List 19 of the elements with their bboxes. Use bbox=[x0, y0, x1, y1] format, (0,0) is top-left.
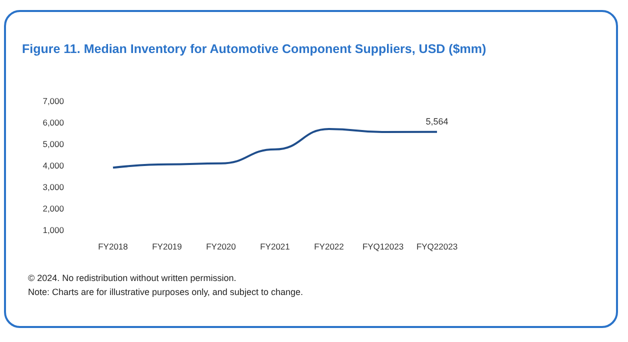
y-tick-label: 7,000 bbox=[42, 96, 64, 106]
y-tick-label: 2,000 bbox=[42, 204, 64, 214]
y-tick-label: 5,000 bbox=[42, 139, 64, 149]
x-tick-label: FY2019 bbox=[152, 242, 182, 252]
y-tick-label: 4,000 bbox=[42, 160, 64, 170]
x-tick-label: FY2020 bbox=[206, 242, 236, 252]
x-tick-label: FYQ12023 bbox=[362, 242, 404, 252]
text: Note: Charts are for illustrative purposes only, and subject to change. bbox=[28, 286, 303, 299]
text: © 2024. No redistribution without written permission. bbox=[28, 272, 238, 285]
y-tick-label: 1,000 bbox=[42, 225, 64, 235]
x-tick-label: FYQ22023 bbox=[416, 242, 458, 252]
chart-title: Figure 11. Median Inventory for Automotive Component Suppliers, USD ($mm) bbox=[22, 42, 486, 56]
x-tick-label: FY2022 bbox=[314, 242, 344, 252]
x-tick-label: FY2018 bbox=[98, 242, 128, 252]
y-tick-label: 3,000 bbox=[42, 182, 64, 192]
x-tick-label: FY2021 bbox=[260, 242, 290, 252]
data-label: 5,564 bbox=[426, 116, 448, 126]
y-tick-label: 6,000 bbox=[42, 118, 64, 128]
line-series bbox=[112, 128, 438, 169]
